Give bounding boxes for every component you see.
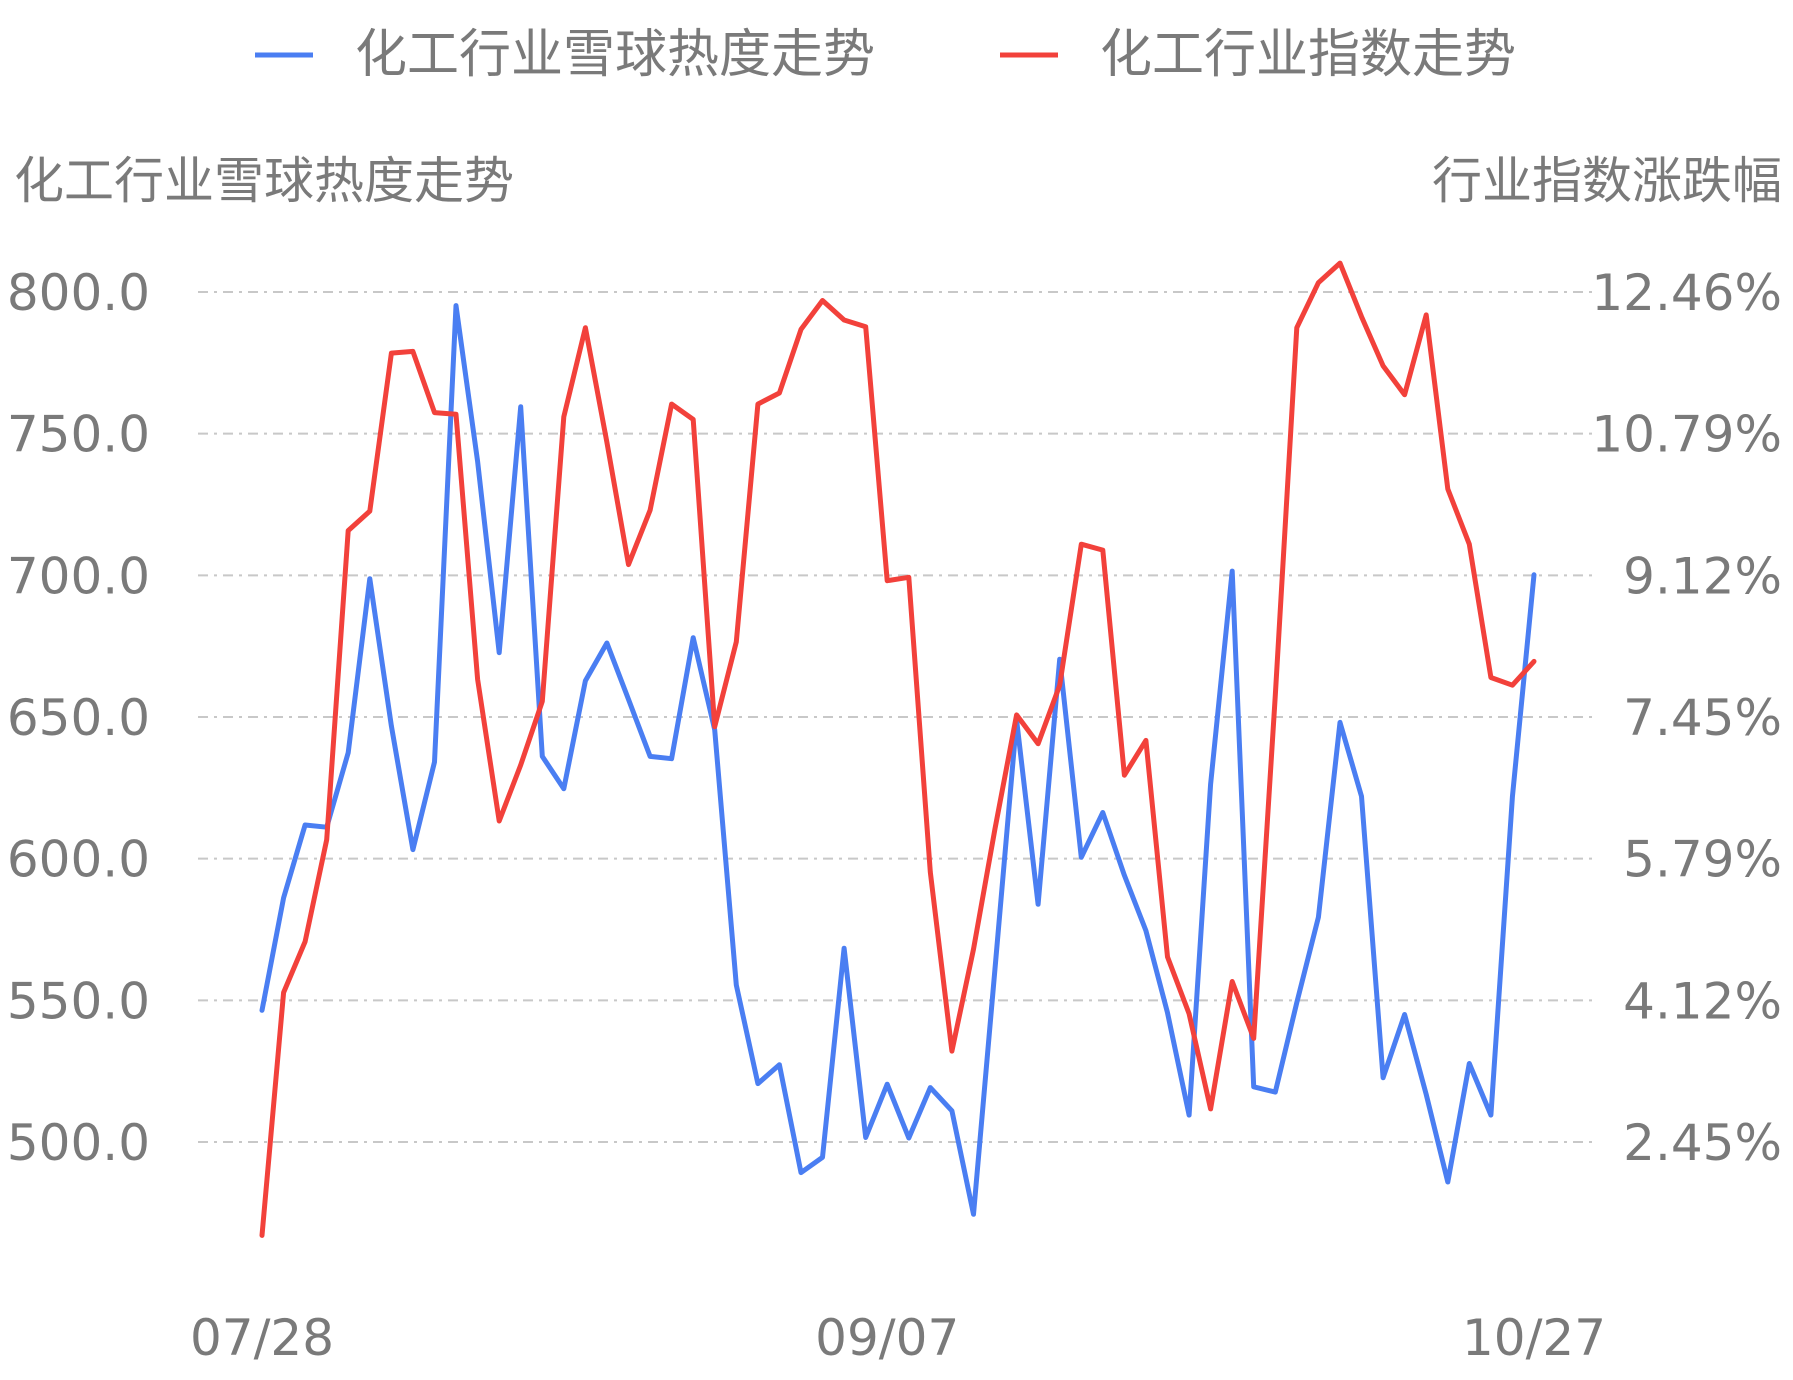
legend: 化工行业雪球热度走势 化工行业指数走势	[255, 25, 1516, 85]
left-tick-label: 600.0	[7, 831, 150, 889]
legend-item-heat[interactable]: 化工行业雪球热度走势	[255, 25, 875, 85]
legend-label-heat: 化工行业雪球热度走势	[355, 25, 875, 85]
left-tick-label: 750.0	[7, 406, 150, 464]
legend-item-index[interactable]: 化工行业指数走势	[1000, 25, 1516, 85]
series-layer	[259, 260, 1537, 1238]
right-tick-label: 7.45%	[1623, 689, 1782, 747]
x-tick-label: 10/27	[1462, 1309, 1606, 1367]
right-tick-label: 10.79%	[1591, 406, 1782, 464]
grid-lines	[198, 291, 1598, 1143]
left-axis-title: 化工行业雪球热度走势	[14, 152, 514, 210]
left-tick-label: 700.0	[7, 547, 150, 605]
right-tick-label: 5.79%	[1623, 831, 1782, 889]
left-tick-label: 800.0	[7, 264, 150, 322]
x-tick-label: 09/07	[815, 1309, 959, 1367]
x-tick-label: 07/28	[190, 1309, 334, 1367]
left-axis-ticks: 800.0 750.0 700.0 650.0 600.0 550.0 500.0	[7, 264, 150, 1172]
right-tick-label: 12.46%	[1591, 264, 1782, 322]
right-tick-label: 9.12%	[1623, 547, 1782, 605]
left-tick-label: 550.0	[7, 972, 150, 1030]
series-line-index	[259, 260, 1537, 1238]
series-line-heat	[259, 303, 1537, 1217]
legend-label-index: 化工行业指数走势	[1100, 25, 1516, 85]
right-axis-title: 行业指数涨跌幅	[1432, 152, 1782, 210]
right-tick-label: 2.45%	[1623, 1114, 1782, 1172]
left-tick-label: 650.0	[7, 689, 150, 747]
left-tick-label: 500.0	[7, 1114, 150, 1172]
right-tick-label: 4.12%	[1623, 972, 1782, 1030]
x-axis-ticks: 07/28 09/07 10/27	[190, 1309, 1606, 1367]
right-axis-ticks: 12.46% 10.79% 9.12% 7.45% 5.79% 4.12% 2.45%	[1591, 264, 1782, 1172]
